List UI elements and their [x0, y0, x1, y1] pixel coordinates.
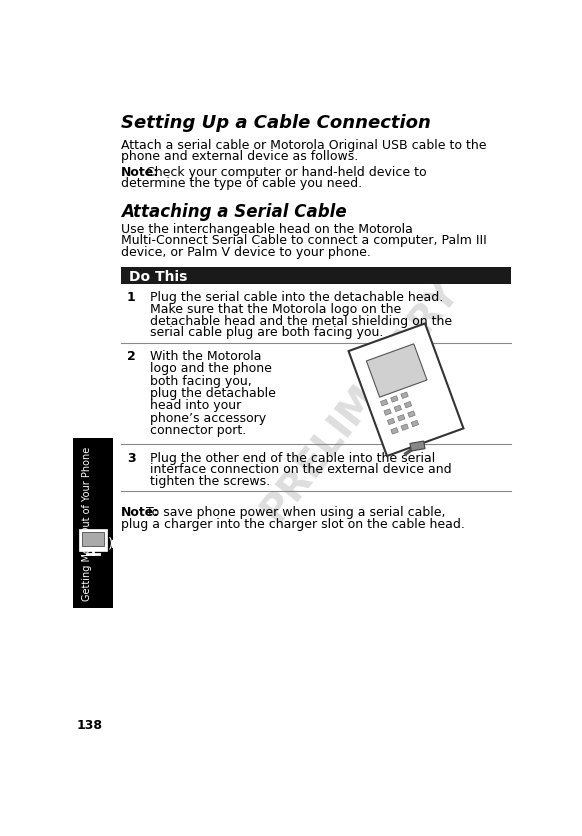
Text: 1: 1 [127, 291, 136, 304]
Text: Getting More Out of Your Phone: Getting More Out of Your Phone [81, 446, 92, 600]
Bar [82, 533, 104, 547]
Text: head into your: head into your [150, 399, 242, 411]
Polygon shape [391, 428, 398, 435]
Text: connector port.: connector port. [150, 423, 247, 436]
Text: With the Motorola: With the Motorola [150, 349, 262, 363]
Text: Make sure that the Motorola logo on the: Make sure that the Motorola logo on the [150, 303, 402, 315]
Text: 2: 2 [127, 349, 136, 363]
Text: Setting Up a Cable Connection: Setting Up a Cable Connection [121, 115, 431, 132]
Text: interface connection on the external device and: interface connection on the external dev… [150, 462, 452, 476]
Polygon shape [411, 421, 418, 427]
Text: Note:: Note: [121, 166, 159, 179]
Text: serial cable plug are both facing you.: serial cable plug are both facing you. [150, 326, 384, 339]
Text: device, or Palm V device to your phone.: device, or Palm V device to your phone. [121, 246, 371, 258]
Text: phone’s accessory: phone’s accessory [150, 411, 267, 424]
Polygon shape [410, 441, 425, 451]
Text: Check your computer or hand-held device to: Check your computer or hand-held device … [146, 166, 426, 179]
Text: plug a charger into the charger slot on the cable head.: plug a charger into the charger slot on … [121, 517, 464, 530]
Text: PRELIMINARY: PRELIMINARY [253, 272, 466, 528]
Text: ▊: ▊ [111, 538, 117, 547]
Text: Do This: Do This [129, 269, 187, 283]
Text: Multi-Connect Serial Cable to connect a computer, Palm III: Multi-Connect Serial Cable to connect a … [121, 234, 487, 247]
Polygon shape [408, 411, 415, 418]
Polygon shape [398, 415, 405, 421]
Text: 3: 3 [127, 451, 136, 464]
Bar [79, 529, 107, 551]
Polygon shape [404, 402, 411, 409]
Text: Attaching a Serial Cable: Attaching a Serial Cable [121, 202, 346, 221]
Polygon shape [394, 405, 402, 412]
Polygon shape [381, 400, 388, 406]
Polygon shape [367, 344, 427, 398]
Polygon shape [388, 419, 395, 426]
Bar [73, 439, 113, 608]
Polygon shape [391, 396, 398, 403]
Text: determine the type of cable you need.: determine the type of cable you need. [121, 177, 362, 191]
Bar [121, 268, 510, 285]
Polygon shape [401, 425, 409, 431]
Text: To save phone power when using a serial cable,: To save phone power when using a serial … [146, 506, 445, 518]
Text: Plug the serial cable into the detachable head.: Plug the serial cable into the detachabl… [150, 291, 443, 304]
Polygon shape [401, 393, 409, 399]
Text: 138: 138 [77, 718, 103, 731]
Text: Attach a serial cable or Motorola Original USB cable to the: Attach a serial cable or Motorola Origin… [121, 139, 487, 152]
Polygon shape [384, 410, 391, 415]
Text: ): ) [108, 536, 113, 549]
Text: logo and the phone: logo and the phone [150, 362, 272, 375]
Text: Plug the other end of the cable into the serial: Plug the other end of the cable into the… [150, 451, 435, 464]
Text: plug the detachable: plug the detachable [150, 386, 276, 400]
Text: both facing you,: both facing you, [150, 375, 252, 387]
Text: phone and external device as follows.: phone and external device as follows. [121, 150, 358, 163]
Text: tighten the screws.: tighten the screws. [150, 474, 271, 487]
Polygon shape [349, 324, 463, 456]
Text: Use the interchangeable head on the Motorola: Use the interchangeable head on the Moto… [121, 222, 413, 236]
Text: Note:: Note: [121, 506, 159, 518]
Text: detachable head and the metal shielding on the: detachable head and the metal shielding … [150, 314, 452, 327]
